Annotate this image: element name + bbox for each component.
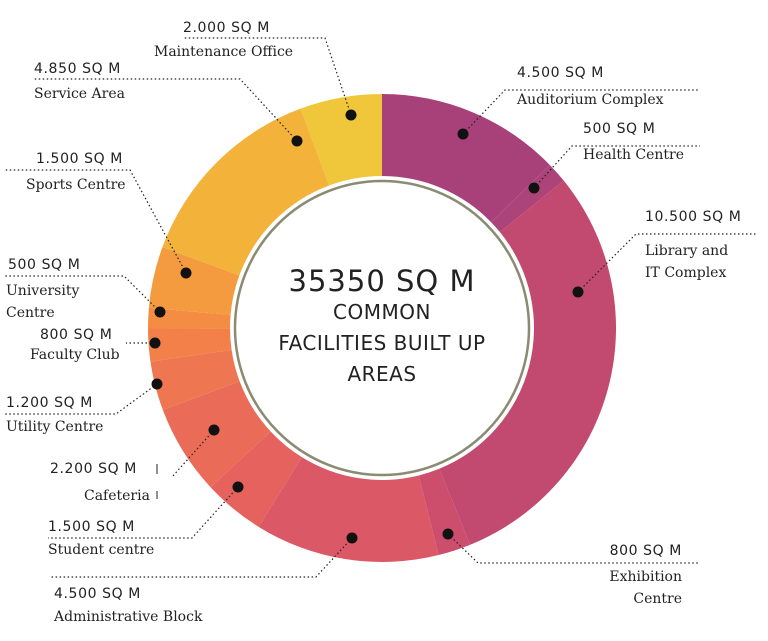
label-sports-centre: Sports Centre bbox=[26, 177, 126, 193]
slice-health-centre bbox=[491, 164, 564, 233]
label-health-centre: Health Centre bbox=[583, 147, 684, 163]
value-sports-centre: 1.500 SQ M bbox=[36, 151, 123, 167]
slice-student-centre bbox=[210, 431, 302, 527]
leader-health-centre bbox=[533, 145, 700, 189]
label-exhibition-centre-line-2: Centre bbox=[633, 591, 682, 607]
donut-slices bbox=[148, 94, 617, 562]
leader-sports-centre bbox=[4, 169, 187, 274]
slice-utility-centre bbox=[150, 349, 240, 410]
value-health-centre: 500 SQ M bbox=[583, 121, 655, 137]
center-disc bbox=[244, 190, 520, 466]
slice-labels: 4.500 SQ M Auditorium Complex 500 SQ M Heal… bbox=[6, 20, 741, 625]
value-utility-centre: 1.200 SQ M bbox=[6, 395, 93, 411]
slice-sports-centre bbox=[148, 247, 240, 315]
value-service-area: 4.850 SQ M bbox=[34, 61, 121, 77]
center-subtitle-line-1: COMMON bbox=[333, 300, 431, 324]
value-university-centre: 500 SQ M bbox=[8, 257, 80, 273]
value-student-centre: 1.500 SQ M bbox=[48, 519, 135, 535]
dot-exhibition-centre bbox=[442, 528, 454, 540]
label-library-and-it-complex-line-1: Library and bbox=[645, 243, 728, 259]
slice-exhibition-centre bbox=[418, 468, 471, 556]
value-maintenance-office: 2.000 SQ M bbox=[183, 20, 270, 36]
label-utility-centre: Utility Centre bbox=[6, 419, 103, 435]
center-text: 35350 SQ M COMMON FACILITIES BUILT UP AR… bbox=[278, 264, 485, 386]
label-service-area: Service Area bbox=[34, 86, 125, 102]
slice-library-and-it-complex bbox=[439, 180, 617, 545]
leader-administrative-block bbox=[50, 537, 353, 578]
dot-service-area bbox=[291, 135, 303, 147]
inner-ring-outline bbox=[233, 179, 531, 477]
label-exhibition-centre-line-1: Exhibition bbox=[609, 569, 682, 585]
leader-lines bbox=[4, 37, 756, 578]
value-auditorium-complex: 4.500 SQ M bbox=[517, 65, 604, 81]
dot-university-centre bbox=[154, 306, 166, 318]
dot-maintenance-office bbox=[345, 109, 357, 121]
dot-utility-centre bbox=[151, 378, 163, 390]
label-university-centre-line-2: Centre bbox=[6, 305, 55, 321]
label-auditorium-complex: Auditorium Complex bbox=[516, 92, 664, 108]
leader-auditorium-complex bbox=[462, 89, 700, 135]
center-subtitle-line-2: FACILITIES BUILT UP bbox=[278, 331, 485, 355]
label-cafeteria: Cafeteria bbox=[84, 488, 150, 504]
slice-administrative-block bbox=[258, 457, 439, 562]
dot-administrative-block bbox=[346, 532, 358, 544]
center-title: 35350 SQ M bbox=[289, 264, 476, 298]
leader-cafeteria bbox=[171, 429, 215, 478]
leader-utility-centre bbox=[4, 383, 158, 415]
value-administrative-block: 4.500 SQ M bbox=[54, 586, 141, 602]
label-administrative-block: Administrative Block bbox=[53, 609, 203, 625]
dot-student-centre bbox=[232, 481, 244, 493]
value-exhibition-centre: 800 SQ M bbox=[610, 543, 682, 559]
leader-service-area bbox=[34, 78, 298, 142]
slice-university-centre bbox=[148, 307, 231, 329]
dot-faculty-club bbox=[149, 337, 161, 349]
label-library-and-it-complex-line-2: IT Complex bbox=[645, 265, 726, 281]
dot-sports-centre bbox=[180, 267, 192, 279]
value-faculty-club: 800 SQ M bbox=[40, 327, 112, 343]
dot-health-centre bbox=[528, 182, 540, 194]
slice-maintenance-office bbox=[300, 94, 382, 186]
center-subtitle-line-3: AREAS bbox=[347, 362, 416, 386]
slice-faculty-club bbox=[148, 328, 232, 362]
leader-university-centre bbox=[4, 275, 161, 313]
slice-service-area bbox=[162, 108, 330, 276]
dot-library-and-it-complex bbox=[572, 286, 584, 298]
value-library-and-it-complex: 10.500 SQ M bbox=[645, 209, 741, 225]
leader-maintenance-office bbox=[183, 37, 352, 116]
label-university-centre-line-1: University bbox=[6, 283, 79, 299]
dot-cafeteria bbox=[208, 424, 220, 436]
value-cafeteria: 2.200 SQ M bbox=[50, 461, 137, 477]
label-maintenance-office: Maintenance Office bbox=[154, 44, 293, 60]
leader-student-centre bbox=[48, 486, 239, 539]
slice-auditorium-complex bbox=[382, 94, 550, 223]
dot-auditorium-complex bbox=[457, 128, 469, 140]
label-faculty-club: Faculty Club bbox=[30, 347, 120, 363]
label-student-centre: Student centre bbox=[48, 542, 154, 558]
